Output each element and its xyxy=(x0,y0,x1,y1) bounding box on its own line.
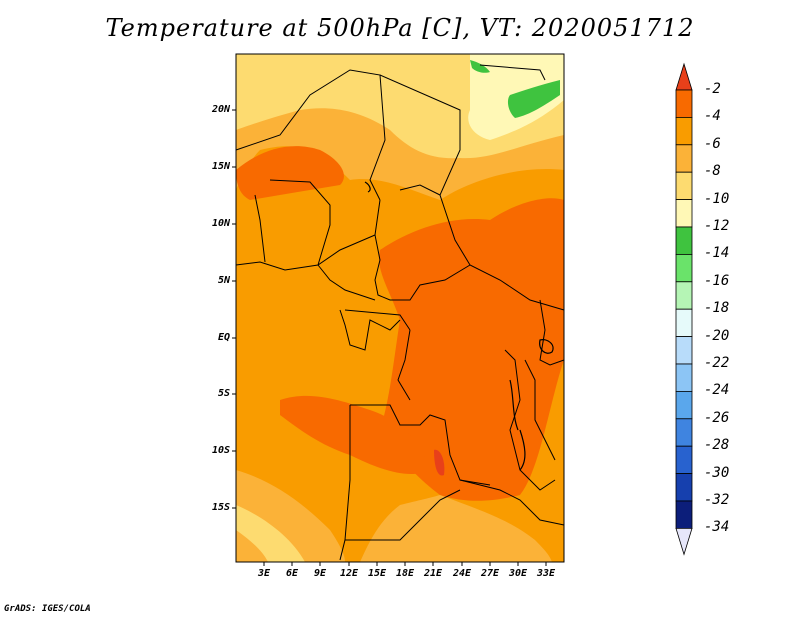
colorbar-label: -6 xyxy=(704,135,721,152)
colorbar-box xyxy=(675,473,693,502)
colorbar-box xyxy=(675,89,693,118)
lon-label: 21E xyxy=(423,568,443,579)
map-plot-area xyxy=(232,53,565,566)
lon-label: 27E xyxy=(480,568,500,579)
colorbar-label: -16 xyxy=(704,272,730,289)
lon-label: 6E xyxy=(285,568,299,579)
colorbar-box xyxy=(675,390,693,420)
colorbar-label: -22 xyxy=(704,355,730,371)
colorbar-label: -24 xyxy=(704,382,730,399)
colorbar-label: -20 xyxy=(704,327,730,344)
grads-credit: GrADS: IGES/COLA xyxy=(4,604,91,614)
lon-label: 18E xyxy=(395,568,415,579)
colorbar-box xyxy=(675,445,693,475)
colorbar-label: -34 xyxy=(704,519,730,536)
lakes xyxy=(364,181,554,471)
lat-label: 10S xyxy=(211,445,230,456)
colorbar-box xyxy=(675,363,693,392)
colorbar-box xyxy=(675,117,693,146)
lon-label: 33E xyxy=(536,568,556,579)
band-minus4-sw xyxy=(280,395,430,475)
colorbar-box xyxy=(675,171,693,200)
band-minus4-central xyxy=(379,198,564,501)
lon-label: 12E xyxy=(339,568,359,579)
colorbar-top-arrow xyxy=(675,62,693,91)
lon-label: 15E xyxy=(367,568,387,579)
map-title: Temperature at 500hPa [C], VT: 202005171… xyxy=(105,14,695,42)
colorbar-label: -32 xyxy=(704,492,730,508)
lat-label: 10N xyxy=(211,218,230,229)
colorbar-box xyxy=(675,418,693,447)
colorbar-box xyxy=(675,199,693,228)
lat-label: 20N xyxy=(211,104,230,115)
lat-label: 5N xyxy=(217,275,230,286)
lon-label: 24E xyxy=(452,568,472,579)
band-minus4-nw xyxy=(236,146,344,200)
axis-ticks xyxy=(232,109,547,566)
colorbar-label: -14 xyxy=(704,245,730,262)
colorbar-label: -26 xyxy=(704,409,730,426)
colorbar-label: -8 xyxy=(704,163,721,180)
colorbar-box xyxy=(675,500,693,529)
colorbar-box xyxy=(675,144,693,173)
colorbar-box xyxy=(675,281,693,310)
lat-label: 15N xyxy=(211,161,230,172)
colorbar-label: -4 xyxy=(704,108,721,125)
band-minus14-ne xyxy=(507,80,560,118)
colorbar-box xyxy=(675,336,693,365)
lat-label: 15S xyxy=(211,502,230,513)
colorbar-box xyxy=(675,253,693,283)
lon-label: 30E xyxy=(508,568,528,579)
colorbar-box xyxy=(675,308,693,338)
country-borders xyxy=(235,64,565,561)
band-minus8-south xyxy=(360,495,552,562)
colorbar-label: -12 xyxy=(704,218,730,234)
colorbar-label: -2 xyxy=(704,81,721,97)
band-minus2-spot xyxy=(434,449,445,476)
band-minus14-small xyxy=(470,60,490,73)
colorbar-label: -30 xyxy=(704,464,730,481)
colorbar-label: -18 xyxy=(704,300,730,317)
lon-label: 3E xyxy=(257,568,271,579)
map-frame xyxy=(235,53,565,563)
band-minus8-sw-inner xyxy=(236,530,268,562)
colorbar-box xyxy=(675,226,693,255)
colorbar-bottom-arrow xyxy=(675,528,693,556)
lon-label: 9E xyxy=(313,568,327,579)
colorbar-label: -10 xyxy=(704,190,730,207)
colorbar-label: -28 xyxy=(704,437,730,454)
colorbar xyxy=(675,62,693,556)
lat-label: EQ xyxy=(217,332,230,343)
lat-label: 5S xyxy=(217,388,230,399)
